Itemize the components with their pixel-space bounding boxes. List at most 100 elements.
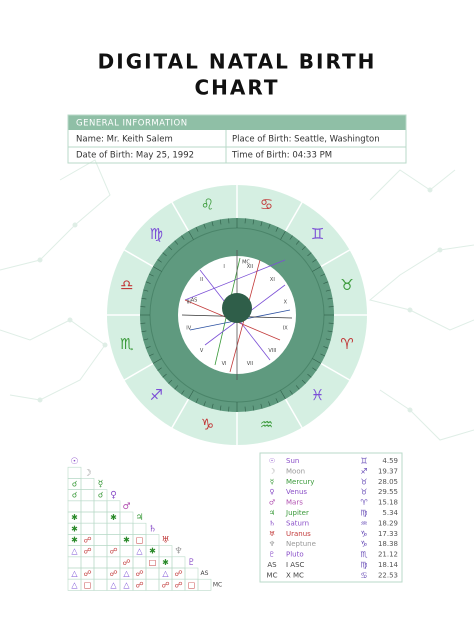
house-numeral: I bbox=[223, 264, 224, 270]
sign-glyph: ♍ bbox=[150, 225, 163, 243]
table-heading: GENERAL INFORMATION bbox=[76, 119, 188, 129]
sign-glyph: ♋ bbox=[260, 195, 273, 213]
aspect-symbol: ✱ bbox=[123, 536, 130, 545]
planet-name: Jupiter bbox=[285, 509, 309, 517]
wheel: ♋♌♍♎♏♐♑ ♒♓♈♉♊XIIXIXIXVIIIVIIVIVIVIIIIIIAS… bbox=[107, 185, 367, 445]
degree-tick bbox=[188, 390, 194, 400]
aspect-symbol: ☌ bbox=[72, 480, 77, 489]
planet-sign: ♏ bbox=[360, 550, 368, 559]
aspect-symbol: ☍ bbox=[135, 569, 143, 578]
aspect-symbol: ☍ bbox=[83, 536, 91, 545]
title-line: CHART bbox=[194, 76, 279, 100]
planet-name: Sun bbox=[286, 457, 299, 465]
aspect-symbol: △ bbox=[71, 580, 78, 589]
grid-cell bbox=[119, 522, 134, 535]
aspect-symbol: ✱ bbox=[71, 536, 78, 545]
grid-label: AS bbox=[201, 570, 209, 577]
planet-name: Neptune bbox=[286, 540, 316, 548]
aspect-symbol: □ bbox=[188, 580, 196, 589]
angle-label: AS bbox=[191, 298, 198, 304]
grid-cell bbox=[132, 556, 147, 569]
grid-cell bbox=[106, 534, 121, 546]
planet-glyph: ♅ bbox=[269, 530, 275, 538]
degree-tick bbox=[219, 405, 222, 411]
aspect-symbol: ✱ bbox=[110, 513, 117, 522]
planet-glyph: ♃ bbox=[269, 509, 275, 517]
grid-cell bbox=[80, 511, 95, 524]
grid-label: ♇ bbox=[187, 558, 195, 568]
table-cell: Name: Mr. Keith Salem bbox=[76, 135, 173, 145]
degree-tick bbox=[275, 398, 279, 404]
degree-tick bbox=[307, 252, 312, 257]
degree-tick bbox=[323, 281, 329, 284]
planet-glyph: ☽ bbox=[269, 467, 275, 475]
degree-tick bbox=[211, 221, 214, 227]
degree-tick bbox=[168, 246, 173, 251]
degree-tick bbox=[327, 330, 333, 333]
degree-tick bbox=[174, 240, 179, 245]
grid-cell bbox=[93, 522, 108, 535]
grid-label: ♄ bbox=[148, 524, 156, 534]
house-numeral: IV bbox=[186, 325, 191, 331]
planet-glyph: ☉ bbox=[269, 457, 275, 465]
degree-tick bbox=[152, 358, 162, 364]
planet-glyph: ♇ bbox=[269, 551, 275, 559]
house-numeral: VIII bbox=[268, 348, 276, 354]
house-numeral: XI bbox=[270, 277, 275, 283]
house-numeral: X bbox=[284, 300, 288, 306]
degree-tick bbox=[268, 401, 271, 407]
sign-divider bbox=[284, 202, 303, 232]
house-numeral: II bbox=[200, 277, 203, 283]
degree-tick bbox=[145, 281, 151, 284]
degree-tick bbox=[143, 338, 149, 341]
planet-degree: 21.12 bbox=[378, 551, 398, 559]
grid-cell bbox=[119, 545, 134, 558]
degree-tick bbox=[312, 266, 322, 272]
planet-degree: 18.29 bbox=[378, 519, 398, 527]
planet-sign: ♑ bbox=[360, 529, 367, 538]
grid-cell bbox=[80, 478, 95, 490]
planet-degree: 17.33 bbox=[378, 530, 398, 538]
degree-tick bbox=[141, 330, 147, 333]
grid-cell bbox=[93, 545, 108, 558]
degree-tick bbox=[252, 219, 255, 225]
grid-cell bbox=[106, 500, 121, 513]
planet-sign: ♉ bbox=[360, 477, 367, 486]
house-numeral: VI bbox=[222, 361, 227, 367]
house-numeral: III bbox=[186, 300, 190, 306]
degree-tick bbox=[157, 367, 162, 371]
grid-cell bbox=[197, 578, 212, 591]
aspect-symbol: ☍ bbox=[174, 569, 182, 578]
sign-glyph: ♒ bbox=[260, 416, 273, 434]
planet-name: Pluto bbox=[286, 551, 304, 559]
grid-cell bbox=[119, 511, 134, 524]
planet-name: Saturn bbox=[286, 519, 309, 527]
grid-cell bbox=[145, 534, 160, 546]
degree-tick bbox=[289, 390, 293, 395]
aspect-symbol: △ bbox=[162, 569, 169, 578]
grid-cell bbox=[171, 556, 186, 569]
planet-name: Venus bbox=[286, 488, 307, 496]
planet-degree: 15.18 bbox=[378, 499, 398, 507]
planet-sign: ♍ bbox=[360, 561, 367, 570]
planet-glyph: ♄ bbox=[269, 519, 275, 527]
aspect-symbol: ☍ bbox=[174, 580, 182, 589]
degree-tick bbox=[260, 403, 263, 409]
planet-name: Mars bbox=[286, 499, 303, 507]
grid-cell bbox=[145, 567, 160, 580]
house-numeral: IX bbox=[283, 325, 288, 331]
sign-divider bbox=[171, 398, 190, 428]
aspect-symbol: ✱ bbox=[162, 558, 169, 567]
aspect-symbol: □ bbox=[136, 536, 144, 545]
table-border bbox=[67, 114, 407, 164]
sign-divider bbox=[320, 249, 350, 268]
degree-tick bbox=[307, 373, 312, 378]
grid-cell bbox=[67, 466, 82, 479]
grid-cell bbox=[132, 522, 147, 535]
house-numeral: XII bbox=[247, 264, 253, 270]
aspect-symbol: ✱ bbox=[71, 513, 78, 522]
degree-tick bbox=[320, 273, 326, 277]
planet-degree: 4.59 bbox=[382, 457, 398, 465]
